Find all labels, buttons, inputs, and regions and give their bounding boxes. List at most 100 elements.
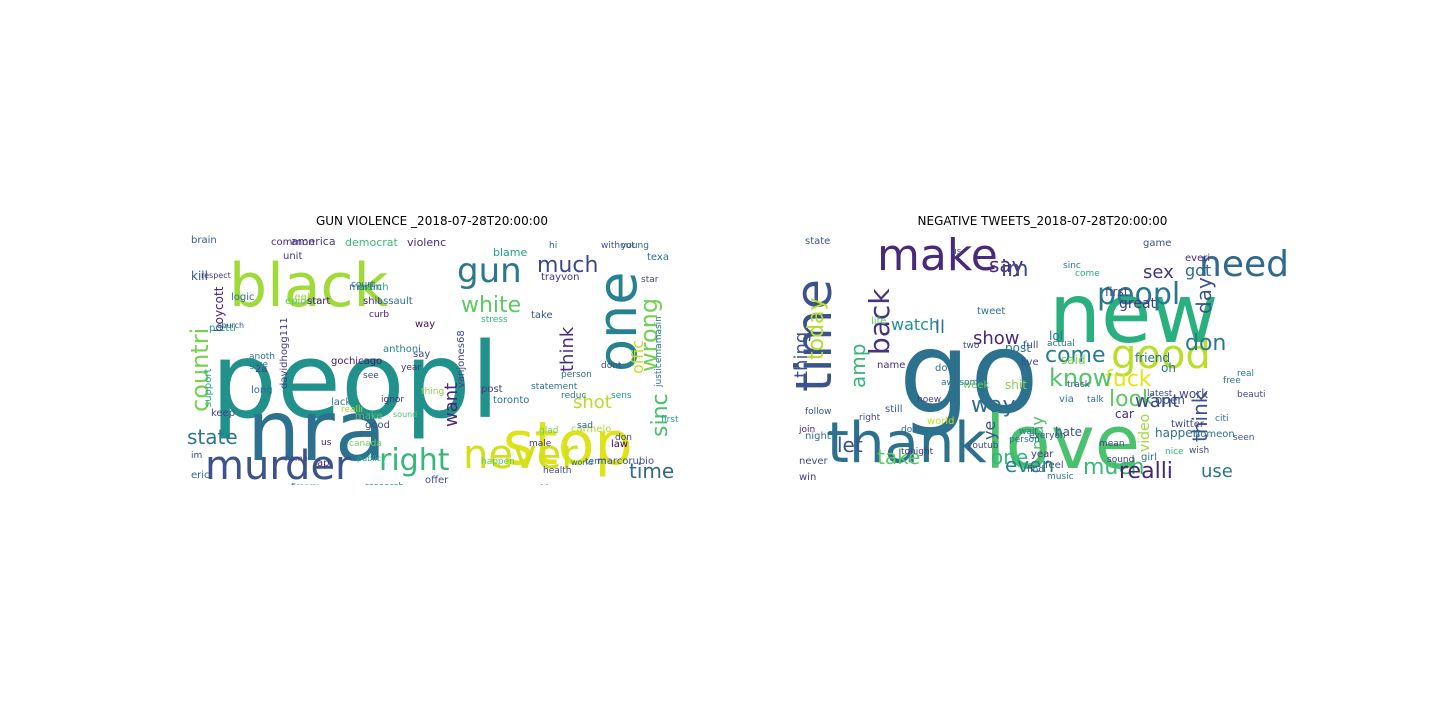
word-make: make: [355, 411, 382, 422]
word-nra: nra: [247, 382, 386, 480]
word-latest: latest: [1147, 389, 1173, 399]
word-reduc: reduc: [561, 391, 586, 401]
word-make: make: [877, 232, 998, 281]
word-fuck: fuck: [1105, 367, 1152, 392]
word-video: video: [1137, 414, 1153, 452]
word-start: start: [307, 296, 330, 307]
word-go: go: [899, 309, 1039, 439]
word-firearm: firearm: [291, 482, 320, 485]
word-right: right: [859, 413, 881, 423]
word-epidem: epidem: [285, 296, 323, 307]
word-take: take: [877, 445, 920, 469]
word-seen: seen: [1233, 433, 1254, 443]
word-address: address: [533, 483, 564, 485]
word-us: us: [321, 438, 332, 448]
word-lack: lack: [331, 397, 351, 408]
word-free: free: [1223, 376, 1241, 386]
word-murder: murder: [205, 443, 352, 485]
word-ignor: ignor: [381, 395, 404, 405]
word-back: back: [863, 288, 896, 355]
word-thing: thing: [421, 387, 444, 397]
word-marcorubio: marcorubio: [597, 456, 654, 467]
word-justicemamasin: justicemamasin: [654, 316, 664, 388]
word-youtub: youtub: [967, 441, 999, 451]
word-sinc: sinc: [648, 393, 673, 437]
word-say: say: [413, 349, 430, 360]
word-never: never: [799, 456, 829, 467]
word-think: think: [557, 326, 578, 372]
word-sad: sad: [577, 421, 593, 431]
word-thing: thing: [791, 332, 812, 378]
word-said: said: [1061, 353, 1086, 367]
word-nice: nice: [1165, 447, 1184, 457]
word-need: need: [1199, 244, 1289, 285]
word-martin: martin: [349, 282, 382, 293]
word-respect: respect: [201, 271, 231, 280]
word-vanjones68: vanjones68: [456, 330, 467, 388]
word-blame: blame: [493, 246, 527, 259]
word-someon: someon: [1195, 429, 1235, 440]
word-talk: talk: [1087, 395, 1105, 405]
word-stop: stop: [503, 409, 633, 479]
word-everyon: everyon: [1029, 431, 1066, 441]
word-thank: thank: [827, 411, 987, 476]
word-real: real: [1237, 369, 1254, 379]
word-ye: ye: [980, 421, 999, 440]
word-dont: dont: [935, 363, 958, 374]
word-join: join: [798, 425, 815, 435]
word-take: take: [531, 310, 553, 321]
word-girl: girl: [1141, 452, 1157, 463]
word-sinc: sinc: [1063, 261, 1081, 271]
word-full: full: [1023, 340, 1038, 351]
word-happen: happen: [1155, 426, 1200, 440]
word-realli: realli: [1119, 459, 1173, 484]
word-come: come: [1045, 343, 1106, 368]
word-good: good: [1111, 332, 1211, 378]
word-anthoni: anthoni: [383, 344, 421, 355]
word-find: find: [1027, 465, 1044, 475]
word-long: long: [251, 385, 273, 396]
word-stress: stress: [481, 315, 508, 325]
word-live: live: [1021, 357, 1039, 368]
word-pretti: pretti: [209, 323, 236, 334]
word-person: person: [1009, 435, 1040, 445]
word-davidhogg111: davidhogg111: [279, 317, 290, 389]
word-even: even: [1005, 453, 1054, 477]
word-gun: gun: [457, 251, 522, 291]
word-year: year: [401, 363, 421, 373]
word-court: court: [351, 280, 375, 290]
word-shot: shot: [573, 392, 612, 413]
word-boycott: boycott: [212, 286, 226, 332]
word-texa: texa: [647, 252, 669, 263]
word-want: want: [1135, 391, 1179, 412]
word-citi: citi: [1215, 414, 1228, 424]
word-much: much: [537, 253, 598, 278]
word-home: home: [285, 454, 308, 463]
word-anoth: anoth: [249, 352, 275, 362]
word-canada: canada: [349, 439, 382, 449]
word-wrong: wrong: [635, 298, 663, 372]
word-play: play: [1028, 416, 1047, 450]
word-black: black: [229, 251, 389, 321]
word-glad: glad: [539, 426, 558, 436]
word-carmelo: carmelo: [571, 424, 611, 435]
word-amp: amp: [846, 344, 870, 388]
word-open: open: [1155, 393, 1185, 407]
word-star: star: [641, 275, 659, 285]
word-assault: assault: [377, 296, 413, 307]
word-new: new: [1049, 267, 1219, 362]
word-wait: wait: [1019, 427, 1038, 437]
word-male: male: [529, 439, 552, 449]
word-lol: lol: [1049, 329, 1063, 343]
word-don: don: [1185, 331, 1226, 356]
word-public: public: [357, 454, 381, 463]
word-want: want: [441, 383, 462, 427]
word-logic: logic: [231, 292, 255, 303]
word-tonight: tonight: [901, 447, 934, 457]
word-via: via: [1059, 394, 1074, 405]
word-twitter: twitter: [1171, 419, 1205, 430]
word-everi: everi: [1185, 253, 1210, 264]
word-week: week: [963, 380, 989, 391]
